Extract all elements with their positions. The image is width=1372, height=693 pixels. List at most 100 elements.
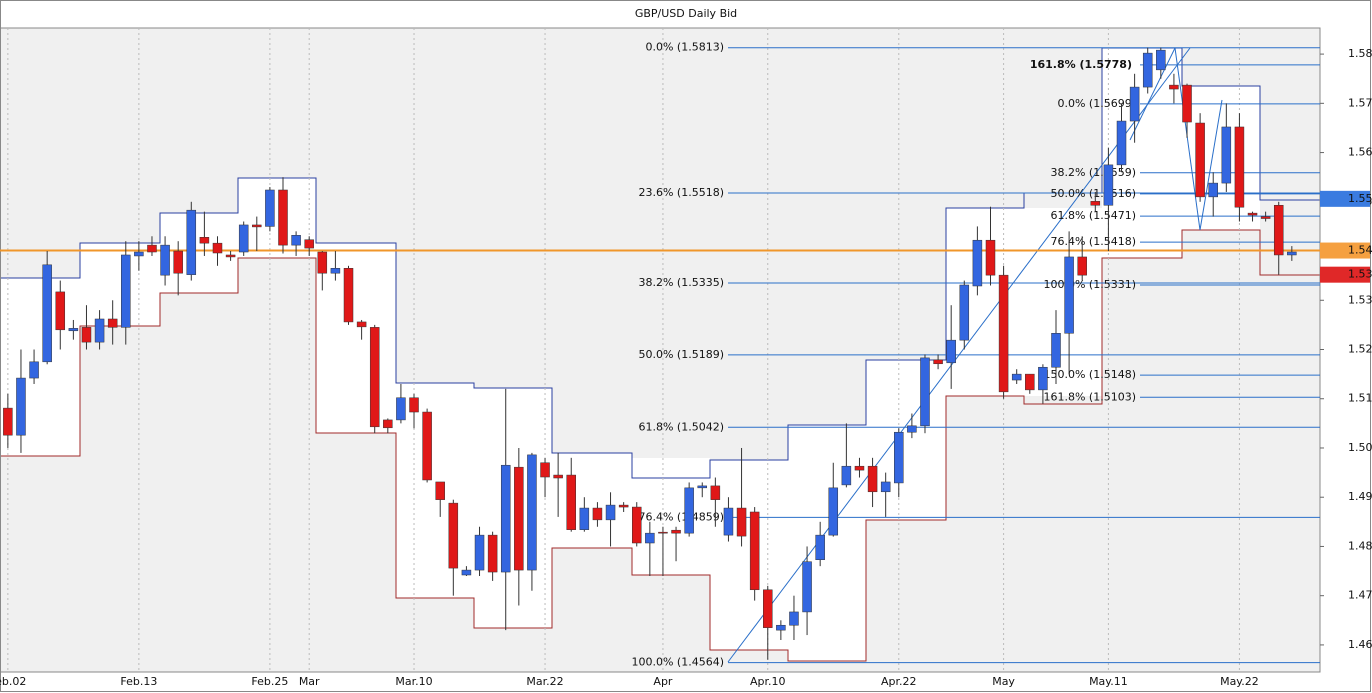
fib-label: 38.2% (1.5559)	[1050, 166, 1136, 179]
y-tick-label: 1.4700	[1348, 589, 1372, 602]
candle-body	[985, 239, 996, 276]
candle-body	[238, 224, 249, 253]
candle-body	[841, 465, 852, 486]
candle-body	[1273, 204, 1284, 256]
candle-body	[107, 318, 118, 328]
candle-body	[618, 504, 629, 508]
candle-body	[173, 250, 183, 274]
candle-body	[933, 359, 943, 365]
candle-body	[291, 235, 301, 246]
candle-body	[55, 291, 66, 331]
candle-body	[304, 239, 314, 249]
y-tick-label: 1.4600	[1348, 638, 1372, 651]
fib-label: 61.8% (1.5471)	[1050, 209, 1136, 222]
candle-body	[29, 361, 39, 379]
price-tag	[1320, 266, 1370, 283]
x-tick-label: Mar.22	[526, 675, 563, 688]
fib-label: 150.0% (1.5148)	[1043, 368, 1136, 381]
candle-body	[474, 534, 485, 571]
candle-body	[1129, 86, 1140, 122]
candle-body	[1156, 49, 1166, 71]
candle-body	[1247, 212, 1258, 216]
y-tick-label: 1.5600	[1348, 146, 1372, 159]
price-tag	[1320, 242, 1370, 259]
candle-body	[514, 466, 524, 571]
candle-body	[592, 507, 603, 521]
candle-body	[1090, 201, 1101, 206]
candle-body	[448, 502, 459, 569]
fib-label: 23.6% (1.5518)	[638, 186, 724, 199]
y-tick-label: 1.5200	[1348, 343, 1372, 356]
candle-body	[147, 244, 157, 253]
fib-label: 50.0% (1.5516)	[1050, 187, 1136, 200]
candle-body	[763, 589, 773, 628]
candle-body	[920, 357, 930, 427]
candle-body	[579, 507, 590, 530]
x-tick-label: Apr.10	[750, 675, 786, 688]
candle-body	[422, 411, 432, 481]
candle-body	[972, 239, 983, 287]
x-tick-label: Apr	[653, 675, 673, 688]
candle-body	[42, 264, 52, 363]
candle-body	[1051, 333, 1061, 368]
candle-body	[500, 464, 511, 573]
y-tick-label: 1.4900	[1348, 490, 1372, 503]
candle-body	[802, 561, 812, 613]
chart-title: GBP/USD Daily Bid	[635, 7, 737, 20]
fib-label: 61.8% (1.5042)	[638, 420, 724, 433]
candle-body	[68, 328, 79, 332]
candle-body	[566, 474, 576, 530]
fib-label: 161.8% (1.5103)	[1043, 390, 1136, 403]
candle-body	[199, 237, 210, 244]
candle-body	[1116, 120, 1127, 166]
x-tick-label: Mar	[299, 675, 320, 688]
candle-body	[1169, 84, 1179, 90]
x-tick-label: May	[992, 675, 1015, 688]
x-tick-label: May.11	[1089, 675, 1128, 688]
candle-body	[867, 465, 878, 493]
candle-body	[946, 339, 956, 364]
x-tick-label: Mar.10	[395, 675, 432, 688]
candle-body	[330, 268, 341, 274]
fib-label: 76.4% (1.5418)	[1050, 235, 1136, 248]
price-tag-label: 1.5506	[1348, 192, 1372, 205]
fib-label: 38.2% (1.5335)	[638, 276, 724, 289]
candle-body	[684, 487, 694, 534]
candle-body	[265, 189, 275, 227]
x-tick-label: May.22	[1220, 675, 1259, 688]
candle-body	[1208, 182, 1218, 198]
candle-body	[186, 209, 197, 275]
candle-body	[435, 481, 445, 500]
candle-body	[1011, 373, 1022, 381]
candle-body	[1234, 126, 1245, 208]
candle-body	[880, 481, 891, 493]
candle-body	[907, 425, 917, 433]
candle-body	[527, 454, 537, 571]
candle-body	[1195, 122, 1205, 198]
candle-body	[225, 254, 236, 258]
price-tag-label: 1.5352	[1348, 268, 1372, 281]
x-tick-label: Apr.22	[881, 675, 917, 688]
candle-body	[252, 224, 262, 228]
candle-body	[645, 532, 655, 544]
candle-body	[343, 268, 354, 323]
candle-body	[81, 327, 92, 343]
fib-label: 50.0% (1.5189)	[638, 348, 724, 361]
channels	[0, 47, 1320, 662]
candle-body	[710, 485, 721, 500]
candle-body	[828, 487, 839, 536]
candle-body	[94, 318, 105, 343]
candle-body	[160, 244, 170, 276]
candle-body	[749, 511, 760, 591]
x-tick-label: Feb.02	[0, 675, 26, 688]
y-tick-label: 1.5300	[1348, 293, 1372, 306]
fib-label: 0.0% (1.5813)	[645, 41, 724, 54]
fib-label: 100.0% (1.4564)	[631, 656, 724, 669]
candle-body	[894, 431, 904, 484]
candle-body	[1103, 164, 1114, 206]
x-tick-label: Feb.25	[251, 675, 288, 688]
candle-body	[1260, 216, 1271, 219]
candle-body	[461, 569, 472, 576]
candle-body	[369, 327, 380, 428]
